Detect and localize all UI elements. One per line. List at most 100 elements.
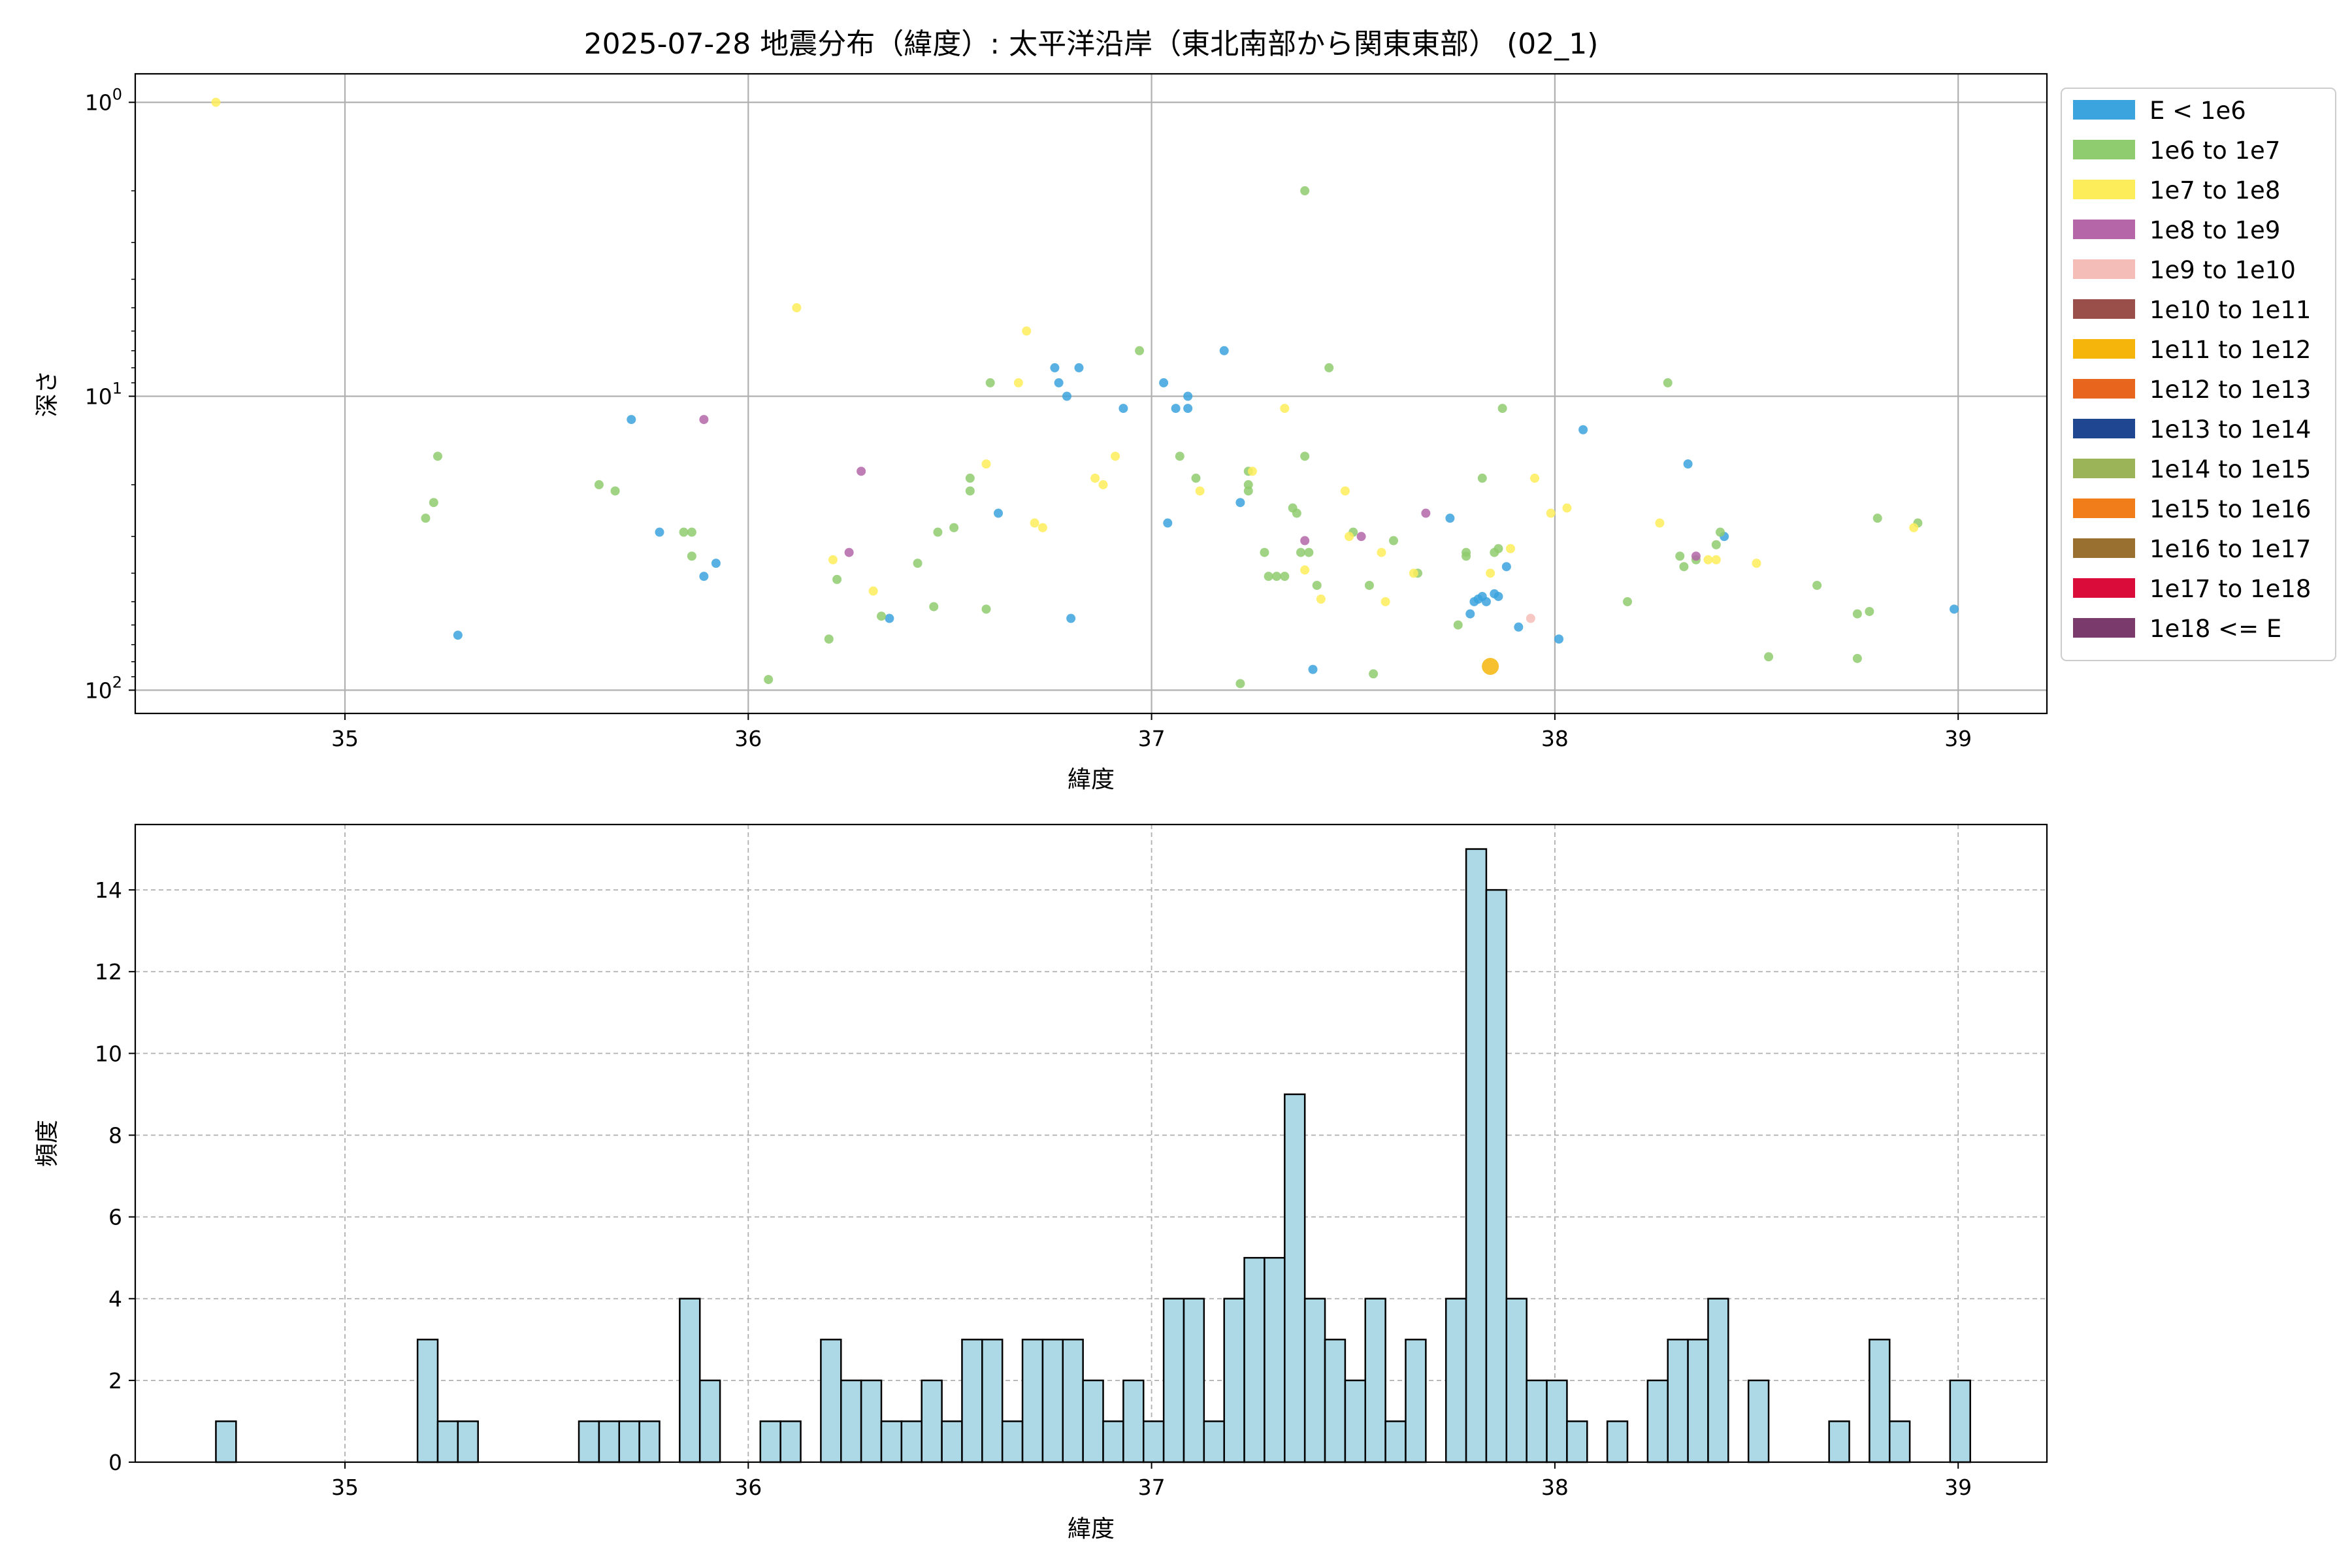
histogram-bar [1021, 1339, 1044, 1463]
y-axis-title: 深さ [34, 370, 61, 417]
scatter-point [1054, 378, 1064, 387]
scatter-point [1369, 669, 1379, 679]
scatter-point [1292, 508, 1301, 518]
scatter-point [877, 612, 887, 621]
histogram-bar [759, 1420, 781, 1463]
scatter-point [594, 480, 604, 489]
legend-label: 1e14 to 1e15 [2149, 455, 2311, 483]
histogram-bar [698, 1379, 721, 1463]
histogram-bar [1162, 1298, 1185, 1463]
scatter-point [1578, 425, 1588, 434]
histogram-bar [1183, 1298, 1205, 1463]
scatter-point [1300, 451, 1310, 461]
histogram-bar [1566, 1420, 1588, 1463]
y-tick-label: 102 [85, 673, 122, 703]
scatter-point [1280, 404, 1290, 414]
scatter-point [1377, 547, 1386, 557]
histogram-bar [1747, 1379, 1770, 1463]
histogram-bar [1526, 1379, 1548, 1463]
scatter-point [1453, 620, 1463, 630]
legend-swatch [2073, 538, 2135, 558]
scatter-point [1062, 391, 1071, 401]
scatter-point [1655, 518, 1665, 528]
scatter-point [1514, 622, 1524, 632]
x-tick-label: 39 [1944, 1475, 1972, 1500]
scatter-point [933, 527, 943, 537]
histogram-bar [1264, 1256, 1286, 1463]
scatter-point [1183, 404, 1193, 414]
legend-label: 1e7 to 1e8 [2149, 176, 2280, 204]
legend-swatch [2073, 180, 2135, 199]
scatter-point [828, 555, 838, 564]
legend-swatch [2073, 220, 2135, 239]
histogram-bar [1223, 1298, 1245, 1463]
scatter-point [868, 586, 878, 596]
scatter-point [1304, 547, 1314, 557]
scatter-point [1098, 480, 1108, 489]
legend-label: 1e12 to 1e13 [2149, 376, 2311, 404]
histogram-bar [941, 1420, 963, 1463]
scatter-point [1247, 466, 1257, 476]
scatter-point [1482, 657, 1499, 675]
scatter-point [1421, 508, 1431, 518]
histogram-bar [215, 1420, 237, 1463]
histogram-bar [1303, 1298, 1326, 1463]
scatter-point [1364, 580, 1374, 590]
histogram-bar [1465, 848, 1488, 1463]
histogram-bar [1122, 1379, 1145, 1463]
legend-swatch [2073, 379, 2135, 399]
legend-swatch [2073, 578, 2135, 598]
histogram-bar [900, 1420, 923, 1463]
scatter-point [1195, 486, 1205, 496]
y-tick-label: 0 [108, 1450, 122, 1475]
y-tick-label: 6 [108, 1205, 122, 1230]
scatter-point [453, 630, 463, 640]
scatter-point [1243, 486, 1253, 496]
histogram-bar [1284, 1093, 1306, 1463]
scatter-point [1235, 498, 1245, 508]
histogram-bar [416, 1339, 439, 1463]
histogram-bar [1082, 1379, 1104, 1463]
y-tick-label: 2 [108, 1368, 122, 1394]
histogram-bar [1445, 1298, 1467, 1463]
scatter-point [1264, 572, 1273, 581]
histogram-bar [1687, 1339, 1709, 1463]
scatter-point [1865, 606, 1874, 616]
legend-label: 1e9 to 1e10 [2149, 256, 2296, 284]
scatter-point [1872, 514, 1882, 523]
scatter-point [679, 527, 689, 537]
scatter-point [1050, 363, 1060, 372]
scatter-point [1271, 572, 1281, 581]
scatter-point [1037, 523, 1047, 532]
scatter-point [655, 527, 664, 537]
x-tick-label: 35 [331, 726, 359, 751]
scatter-point [1345, 532, 1354, 542]
scatter-point [1950, 604, 1959, 614]
scatter-point [1171, 404, 1181, 414]
histogram-bar [961, 1339, 983, 1463]
y-tick-label: 14 [95, 877, 122, 903]
scatter-point [1852, 609, 1862, 619]
legend-swatch [2073, 339, 2135, 359]
scatter-point [1175, 451, 1184, 461]
scatter-point [1356, 532, 1366, 542]
scatter-point [1752, 559, 1761, 568]
histogram-bar [578, 1420, 600, 1463]
x-tick-label: 37 [1138, 726, 1166, 751]
x-tick-label: 38 [1541, 1475, 1569, 1500]
scatter-point [699, 415, 709, 425]
legend-label: 1e6 to 1e7 [2149, 137, 2280, 165]
scatter-point [929, 602, 939, 612]
histogram-bar [1889, 1420, 1911, 1463]
scatter-point [985, 378, 995, 387]
scatter-point [913, 559, 923, 568]
histogram-bar [840, 1379, 862, 1463]
histogram-bar [1485, 889, 1508, 1463]
chart-title: 2025-07-28 地震分布（緯度）: 太平洋沿岸（東北南部から関東東部） (… [584, 27, 1599, 61]
scatter-point [1505, 544, 1515, 553]
legend-swatch [2073, 299, 2135, 319]
legend-label: 1e18 <= E [2149, 615, 2281, 643]
scatter-point [1191, 473, 1201, 483]
scatter-point [1022, 326, 1032, 336]
